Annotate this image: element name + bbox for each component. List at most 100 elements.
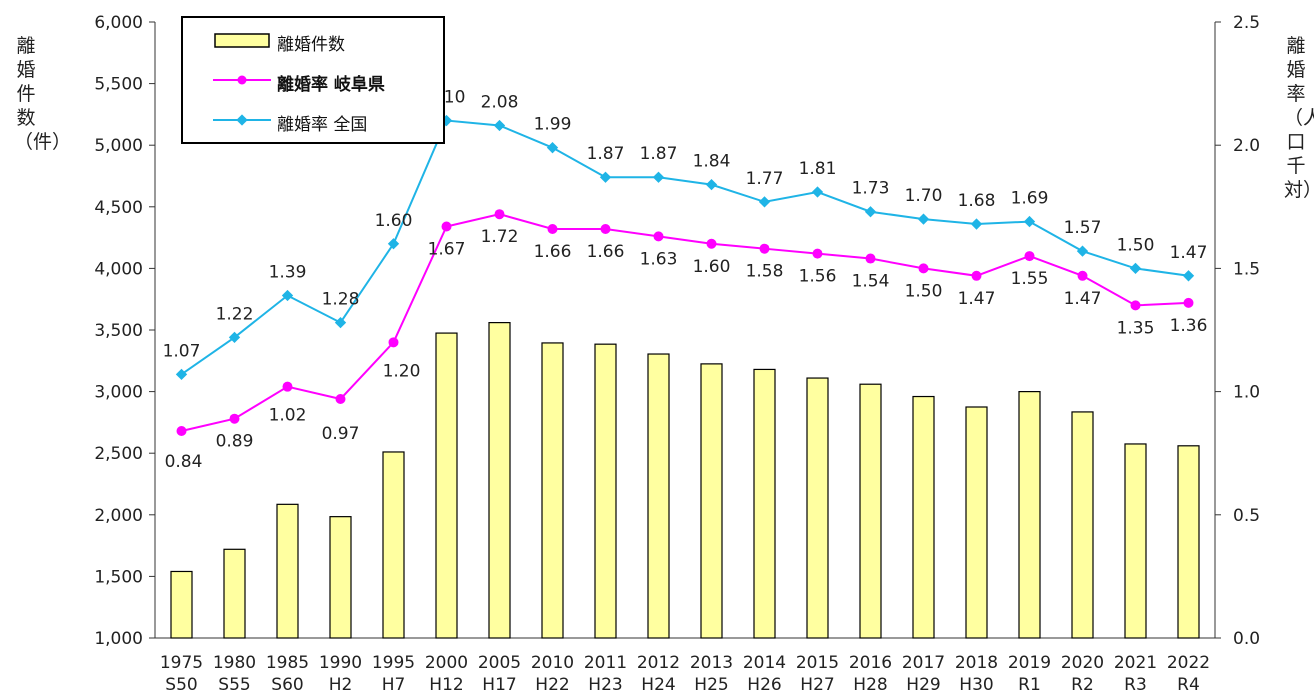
bar <box>806 377 829 639</box>
left-tick-label: 2,500 <box>94 444 143 464</box>
left-tick-label: 3,500 <box>94 321 143 341</box>
data-point <box>1130 300 1141 311</box>
data-label: 1.57 <box>1064 218 1102 238</box>
x-tick-year: 1975 <box>160 653 203 673</box>
x-tick-era: H12 <box>429 675 463 695</box>
data-label: 1.54 <box>852 272 890 292</box>
bar <box>276 503 299 639</box>
x-tick-year: 2015 <box>796 653 839 673</box>
right-tick-label: 2.5 <box>1233 13 1260 33</box>
x-tick-year: 2019 <box>1008 653 1051 673</box>
left-tick-label: 1,500 <box>94 567 143 587</box>
bar <box>965 406 988 639</box>
data-point <box>282 381 293 392</box>
data-point <box>387 238 400 250</box>
data-point <box>864 206 877 218</box>
x-tick-era: H25 <box>694 675 728 695</box>
data-point <box>229 413 240 424</box>
x-tick-year: 1980 <box>213 653 256 673</box>
data-point <box>971 270 982 281</box>
x-tick-era: S60 <box>271 675 303 695</box>
right-tick-label: 1.0 <box>1233 383 1260 403</box>
bar <box>435 332 458 639</box>
x-tick-year: 2021 <box>1114 653 1157 673</box>
left-axis-ticks: 1,000 1,500 2,000 2,500 3,000 3,500 4,000 4,500… <box>94 13 155 649</box>
bar <box>859 383 882 639</box>
left-tick-label: 5,000 <box>94 136 143 156</box>
series-line <box>180 119 1189 376</box>
legend-item-national: 離婚率 全国 <box>183 108 443 135</box>
data-label: 1.87 <box>587 144 625 164</box>
x-tick-year: 2020 <box>1061 653 1104 673</box>
bar <box>700 363 723 639</box>
data-label: 1.63 <box>640 249 678 269</box>
bar-series <box>170 322 1200 639</box>
data-point <box>758 196 771 208</box>
bar <box>541 342 564 639</box>
data-label: 1.50 <box>1117 235 1155 255</box>
data-point <box>1182 270 1195 282</box>
legend-gifu-swatch <box>213 75 271 85</box>
x-tick-era: H26 <box>747 675 781 695</box>
data-label: 1.72 <box>481 227 519 247</box>
x-tick-era: H23 <box>588 675 622 695</box>
data-point <box>917 213 930 225</box>
legend-item-gifu: 離婚率 岐阜県 <box>183 68 443 95</box>
data-label: 1.56 <box>799 267 837 287</box>
x-tick-year: 2011 <box>584 653 627 673</box>
data-label: 1.36 <box>1170 316 1208 336</box>
bar <box>647 353 670 639</box>
legend-bar-label: 離婚件数 <box>277 35 345 55</box>
x-tick-era: H29 <box>906 675 940 695</box>
data-label: 1.07 <box>163 341 201 361</box>
data-label: 1.20 <box>383 361 421 381</box>
bar <box>1124 443 1147 639</box>
data-label: 1.39 <box>269 263 307 283</box>
data-label: 1.58 <box>746 262 784 282</box>
data-point <box>335 393 346 404</box>
data-label: 1.50 <box>905 281 943 301</box>
data-point <box>1024 251 1035 262</box>
x-tick-era: H24 <box>641 675 675 695</box>
x-tick-year: 2016 <box>849 653 892 673</box>
data-point <box>281 289 294 302</box>
data-label: 1.35 <box>1117 318 1155 338</box>
data-label: 1.28 <box>322 290 360 310</box>
data-point <box>1077 270 1088 281</box>
legend-gifu-label: 離婚率 岐阜県 <box>277 75 385 95</box>
data-point <box>176 426 187 437</box>
x-tick-era: R3 <box>1124 675 1147 695</box>
data-point <box>812 248 823 259</box>
data-point <box>652 171 665 183</box>
data-label: 1.77 <box>746 169 784 189</box>
bar <box>594 343 617 639</box>
data-label: 1.55 <box>1011 269 1049 289</box>
left-tick-label: 5,500 <box>94 75 143 95</box>
x-tick-era: H22 <box>535 675 569 695</box>
legend: 離婚件数 離婚率 岐阜県 離婚率 全国 <box>181 16 445 144</box>
right-tick-label: 0.0 <box>1233 629 1260 649</box>
data-label: 1.22 <box>216 304 254 324</box>
data-label: 0.97 <box>322 424 360 444</box>
data-point <box>334 316 347 329</box>
data-point <box>1183 297 1194 308</box>
data-point <box>546 142 559 154</box>
data-point <box>970 218 983 230</box>
data-point <box>494 209 505 220</box>
data-label: 1.47 <box>1170 243 1208 263</box>
x-tick-year: 2005 <box>478 653 521 673</box>
data-point <box>865 253 876 264</box>
x-tick-era: H30 <box>959 675 993 695</box>
series-line <box>181 213 1189 432</box>
left-tick-label: 3,000 <box>94 383 143 403</box>
data-label: 1.68 <box>958 191 996 211</box>
x-tick-year: 2010 <box>531 653 574 673</box>
y-right-axis-label: 離婚率（人口千対） <box>1284 35 1314 201</box>
data-label: 1.81 <box>799 159 837 179</box>
data-label: 1.70 <box>905 186 943 206</box>
data-point <box>1023 215 1036 228</box>
x-tick-year: 2018 <box>955 653 998 673</box>
x-tick-era: H2 <box>329 675 353 695</box>
x-tick-year: 2000 <box>425 653 468 673</box>
